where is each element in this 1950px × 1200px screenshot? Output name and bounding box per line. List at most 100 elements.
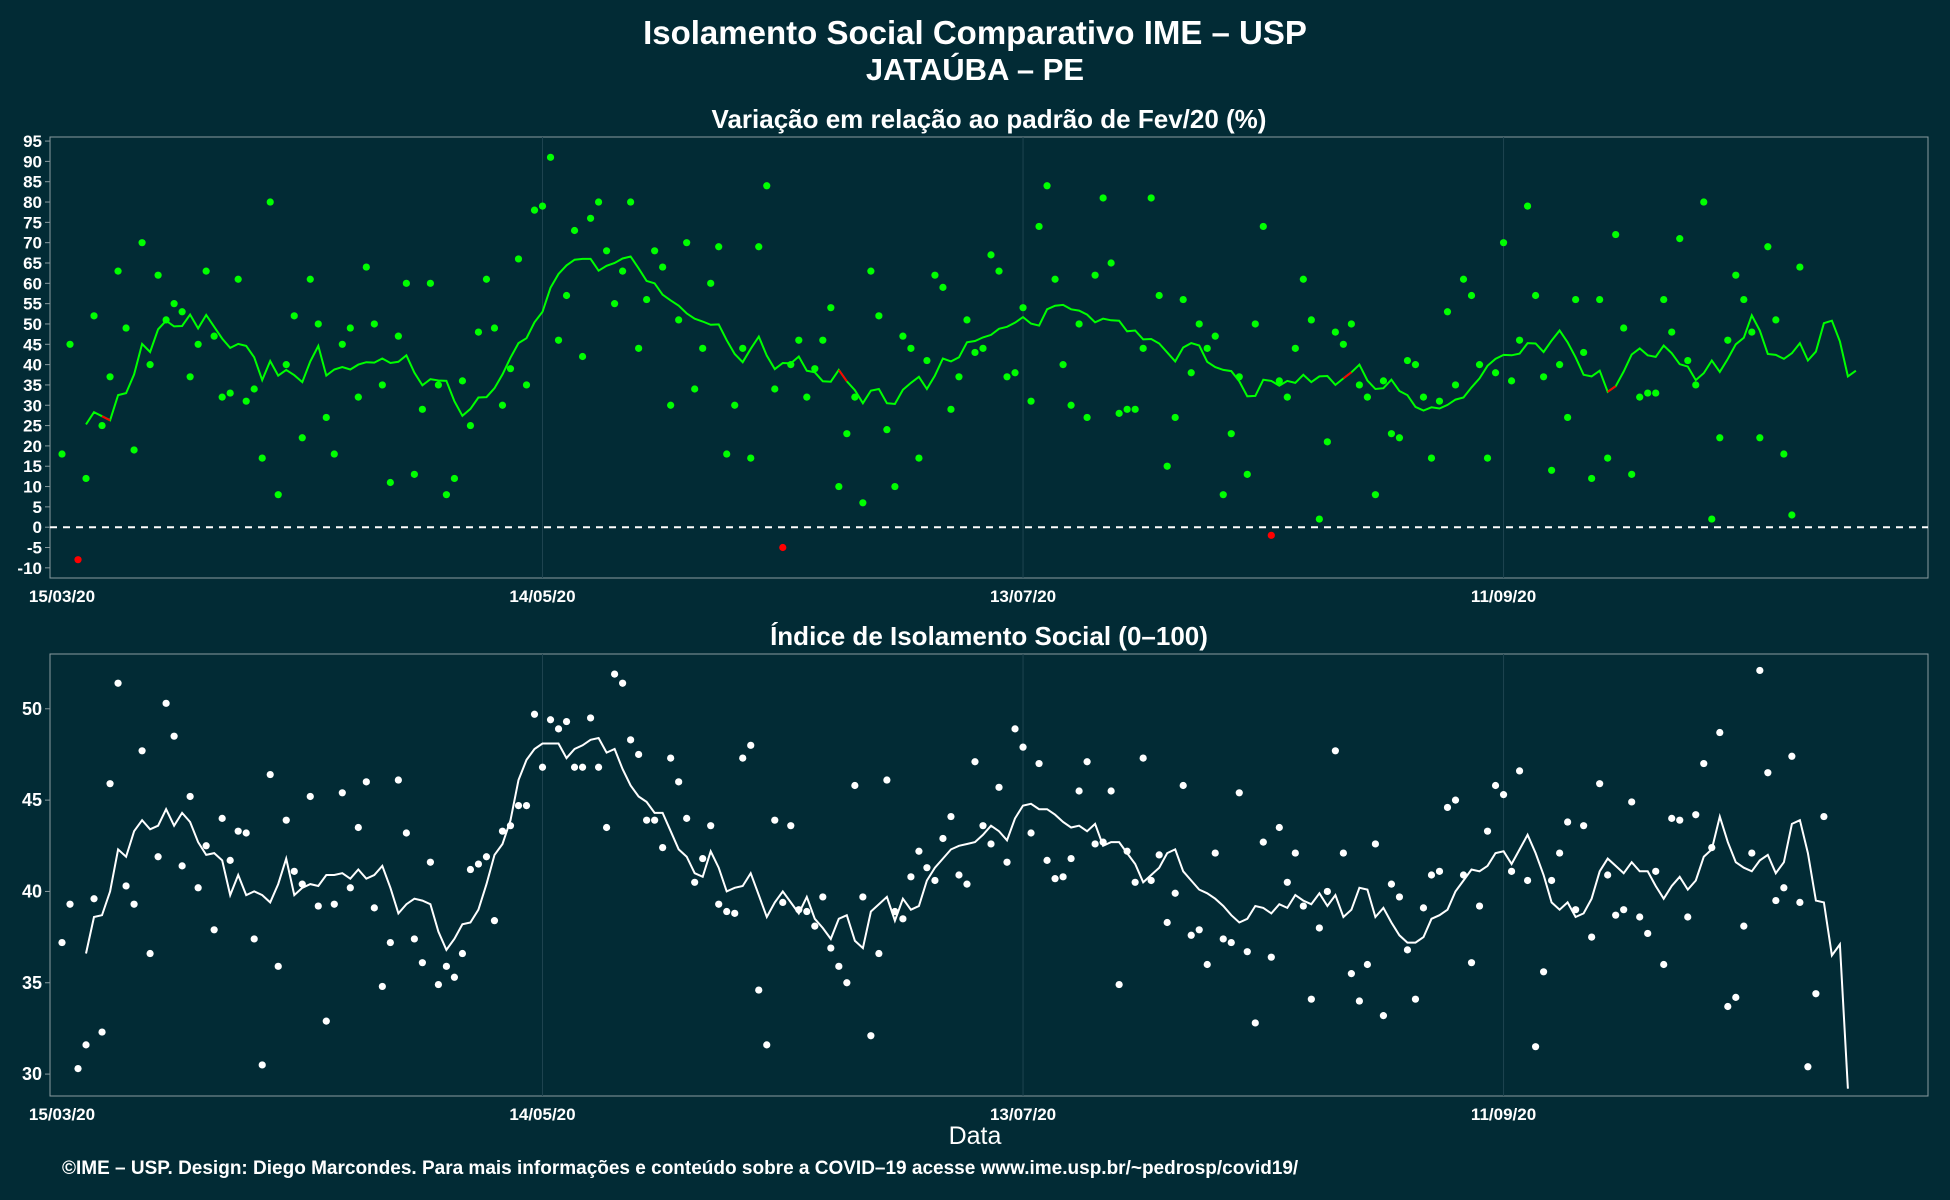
variation-point bbox=[635, 344, 643, 352]
index-point bbox=[1187, 931, 1195, 939]
index-point bbox=[1323, 887, 1331, 896]
index-point bbox=[851, 781, 859, 790]
variation-point bbox=[1331, 328, 1339, 336]
variation-point bbox=[1131, 405, 1139, 413]
index-point bbox=[426, 858, 434, 866]
index-point bbox=[74, 1065, 82, 1073]
index-point bbox=[578, 763, 587, 771]
index-point bbox=[210, 926, 218, 934]
variation-point bbox=[362, 263, 370, 271]
index-point bbox=[1764, 769, 1772, 777]
index-point bbox=[819, 893, 827, 901]
variation-point bbox=[907, 344, 915, 352]
index-point bbox=[546, 716, 555, 724]
index-point bbox=[1475, 902, 1484, 910]
variation-point bbox=[1411, 361, 1420, 369]
index-point bbox=[747, 741, 755, 749]
variation-point bbox=[915, 454, 923, 462]
variation-point bbox=[66, 340, 74, 348]
index-point bbox=[1531, 1043, 1540, 1051]
variation-point bbox=[1596, 295, 1604, 304]
variation-point bbox=[506, 365, 515, 373]
y-tick-label: 60 bbox=[23, 274, 42, 293]
variation-point bbox=[1275, 377, 1283, 385]
index-point bbox=[1283, 878, 1291, 886]
index-point bbox=[1003, 858, 1011, 866]
variation-point bbox=[1788, 511, 1796, 519]
index-point bbox=[474, 860, 483, 868]
index-point bbox=[434, 980, 443, 989]
index-point bbox=[402, 829, 410, 837]
variation-point bbox=[1307, 316, 1315, 324]
index-point bbox=[1668, 814, 1676, 822]
x-axis-label: Data bbox=[948, 1122, 1002, 1150]
variation-point bbox=[434, 381, 443, 389]
index-point bbox=[891, 907, 899, 916]
index-point bbox=[1435, 867, 1444, 875]
variation-point bbox=[1115, 409, 1123, 417]
index-point bbox=[1443, 803, 1452, 812]
plot-frame bbox=[49, 136, 1929, 579]
index-point bbox=[971, 758, 979, 766]
index-point bbox=[1291, 849, 1299, 857]
y-tick-label: 35 bbox=[23, 376, 42, 395]
variation-point bbox=[202, 267, 210, 275]
index-point bbox=[82, 1041, 90, 1049]
y-tick-label: 55 bbox=[23, 295, 42, 314]
variation-point bbox=[1003, 373, 1011, 381]
index-point bbox=[602, 823, 611, 832]
x-tick-label: 15/03/20 bbox=[29, 1105, 95, 1124]
index-point bbox=[506, 822, 515, 830]
index-point bbox=[1636, 913, 1644, 921]
variation-point bbox=[554, 336, 563, 344]
index-point bbox=[755, 986, 763, 994]
variation-point bbox=[1523, 202, 1532, 210]
variation-point bbox=[498, 401, 507, 409]
variation-point bbox=[667, 401, 675, 409]
index-point bbox=[835, 962, 843, 970]
variation-point bbox=[1507, 377, 1516, 385]
y-tick-label: 25 bbox=[23, 417, 42, 436]
y-tick-label: 85 bbox=[23, 173, 42, 192]
variation-point bbox=[466, 421, 475, 430]
variation-point bbox=[1515, 336, 1524, 344]
variation-point bbox=[1355, 381, 1363, 389]
variation-point bbox=[1051, 275, 1059, 283]
variation-point bbox=[1219, 491, 1227, 499]
variation-point bbox=[266, 198, 274, 206]
index-point bbox=[1812, 990, 1820, 998]
index-point bbox=[635, 750, 643, 759]
index-point bbox=[955, 871, 963, 879]
variation-point bbox=[154, 271, 162, 279]
variation-point bbox=[811, 365, 819, 373]
index-point bbox=[250, 935, 258, 943]
index-point bbox=[386, 938, 394, 947]
variation-point bbox=[987, 251, 995, 259]
variation-point bbox=[1147, 194, 1155, 202]
variation-point bbox=[1580, 348, 1588, 357]
variation-point bbox=[1163, 462, 1171, 470]
index-point bbox=[1147, 876, 1155, 885]
variation-point bbox=[1211, 332, 1219, 340]
variation-point bbox=[795, 336, 803, 344]
index-point bbox=[779, 898, 787, 906]
index-point bbox=[707, 822, 715, 830]
index-point bbox=[1564, 818, 1572, 826]
index-point bbox=[1067, 854, 1075, 863]
index-point bbox=[554, 725, 563, 733]
variation-point bbox=[1796, 263, 1804, 271]
index-point bbox=[699, 854, 707, 863]
variation-point bbox=[1251, 320, 1259, 328]
index-point bbox=[1756, 666, 1764, 675]
variation-point bbox=[1075, 320, 1083, 328]
index-point bbox=[1011, 725, 1019, 733]
variation-point bbox=[594, 198, 603, 206]
variation-point bbox=[1227, 430, 1235, 438]
variation-point bbox=[1347, 320, 1355, 328]
index-point bbox=[827, 944, 835, 952]
variation-point bbox=[659, 263, 667, 271]
index-point bbox=[731, 909, 739, 917]
variation-point bbox=[1780, 450, 1788, 458]
index-point bbox=[907, 873, 915, 881]
index-point bbox=[1379, 1012, 1388, 1020]
